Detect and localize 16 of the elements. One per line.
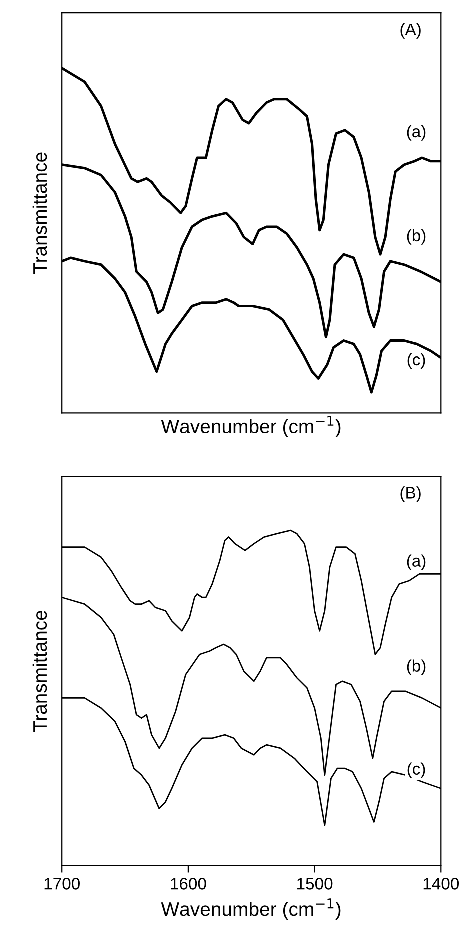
y-axis-title: Transmittance	[32, 152, 48, 274]
x-tick-label: 1400	[424, 878, 460, 890]
y-axis-title: Transmittance	[32, 610, 48, 732]
annotation: (b)	[407, 660, 426, 676]
text: (B)	[400, 486, 421, 502]
x-tick-label: 1700	[44, 878, 80, 890]
x-tick-label: 1600	[171, 878, 206, 890]
annotation: (c)	[408, 353, 426, 369]
x-axis-title: Wavenumber (cm$^{−1}$)	[161, 416, 341, 438]
text: (A)	[400, 23, 421, 39]
annotation: (a)	[407, 554, 426, 570]
annotation: (a)	[407, 125, 426, 141]
x-tick-label: 1500	[298, 878, 333, 890]
x-axis-title: Wavenumber (cm$^{−1}$)	[161, 898, 341, 920]
annotation: (b)	[407, 229, 426, 245]
annotation: (c)	[408, 762, 426, 778]
